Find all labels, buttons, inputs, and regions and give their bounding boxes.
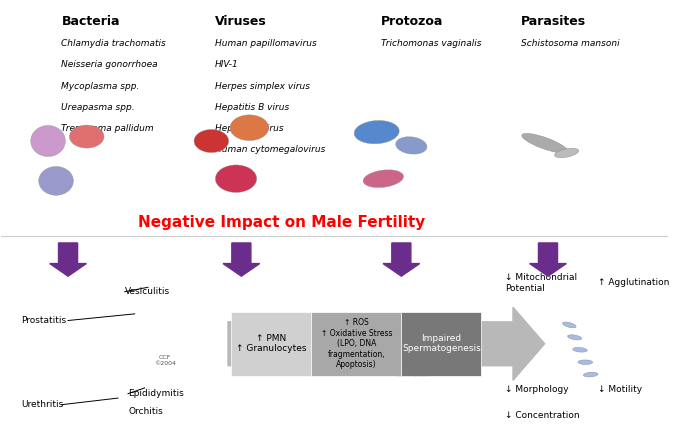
- Ellipse shape: [573, 347, 587, 352]
- Text: Negative Impact on Male Fertility: Negative Impact on Male Fertility: [138, 215, 425, 231]
- Text: Urethritis: Urethritis: [21, 400, 64, 409]
- Polygon shape: [530, 243, 566, 276]
- Text: ↓ Mitochondrial
Potential: ↓ Mitochondrial Potential: [505, 273, 577, 293]
- Polygon shape: [223, 243, 260, 276]
- Ellipse shape: [562, 322, 576, 328]
- Text: CCF©2015: CCF©2015: [394, 373, 428, 378]
- Polygon shape: [383, 243, 420, 276]
- Text: ↓ Morphology: ↓ Morphology: [505, 385, 569, 394]
- Text: Treponema pallidum: Treponema pallidum: [62, 124, 154, 133]
- FancyBboxPatch shape: [401, 312, 482, 376]
- Ellipse shape: [396, 137, 427, 154]
- Ellipse shape: [584, 372, 598, 377]
- Text: Vesiculitis: Vesiculitis: [125, 287, 170, 296]
- Text: Human cytomegalovirus: Human cytomegalovirus: [214, 145, 325, 154]
- Ellipse shape: [194, 129, 229, 153]
- Text: Herpes simplex virus: Herpes simplex virus: [214, 82, 310, 91]
- Ellipse shape: [215, 165, 257, 192]
- Text: Parasites: Parasites: [521, 15, 586, 28]
- Text: Trichomonas vaginalis: Trichomonas vaginalis: [382, 39, 482, 48]
- Text: Protozoa: Protozoa: [382, 15, 444, 28]
- Ellipse shape: [522, 133, 568, 153]
- Text: CCF
©2004: CCF ©2004: [153, 355, 176, 366]
- Ellipse shape: [230, 115, 269, 140]
- Polygon shape: [50, 243, 86, 276]
- Ellipse shape: [555, 148, 579, 158]
- Text: ↑ PMN
↑ Granulocytes: ↑ PMN ↑ Granulocytes: [236, 334, 307, 354]
- Text: ↓ Concentration: ↓ Concentration: [505, 411, 580, 420]
- Text: Impaired
Spermatogenesis: Impaired Spermatogenesis: [402, 334, 481, 354]
- Text: Orchitis: Orchitis: [128, 407, 163, 416]
- Text: Neisseria gonorrhoea: Neisseria gonorrhoea: [62, 60, 158, 69]
- Ellipse shape: [39, 166, 73, 195]
- Text: Bacteria: Bacteria: [62, 15, 120, 28]
- Text: ↑ Agglutination: ↑ Agglutination: [598, 278, 669, 287]
- Text: ↓ Motility: ↓ Motility: [598, 385, 642, 394]
- Ellipse shape: [354, 120, 399, 144]
- Text: Hepatic C virus: Hepatic C virus: [214, 124, 284, 133]
- Text: Viruses: Viruses: [214, 15, 266, 28]
- Ellipse shape: [363, 170, 403, 188]
- Text: ↑ ROS
↑ Oxidative Stress
(LPO, DNA
fragmentation,
Apoptosis): ↑ ROS ↑ Oxidative Stress (LPO, DNA fragm…: [321, 318, 392, 369]
- Text: Hepatitis B virus: Hepatitis B virus: [214, 103, 289, 112]
- FancyBboxPatch shape: [232, 312, 312, 376]
- Ellipse shape: [578, 360, 593, 364]
- Text: Ureapasma spp.: Ureapasma spp.: [62, 103, 135, 112]
- Text: Human papillomavirus: Human papillomavirus: [214, 39, 316, 48]
- Text: Chlamydia trachomatis: Chlamydia trachomatis: [62, 39, 166, 48]
- Text: Prostatitis: Prostatitis: [21, 316, 66, 325]
- Text: Mycoplasma spp.: Mycoplasma spp.: [62, 82, 140, 91]
- Ellipse shape: [69, 125, 104, 148]
- FancyBboxPatch shape: [312, 312, 401, 376]
- Polygon shape: [228, 307, 545, 380]
- Text: HIV-1: HIV-1: [214, 60, 238, 69]
- Text: Schistosoma mansoni: Schistosoma mansoni: [521, 39, 620, 48]
- Ellipse shape: [31, 125, 65, 157]
- Text: Epididymitis: Epididymitis: [128, 389, 184, 398]
- Ellipse shape: [568, 335, 582, 340]
